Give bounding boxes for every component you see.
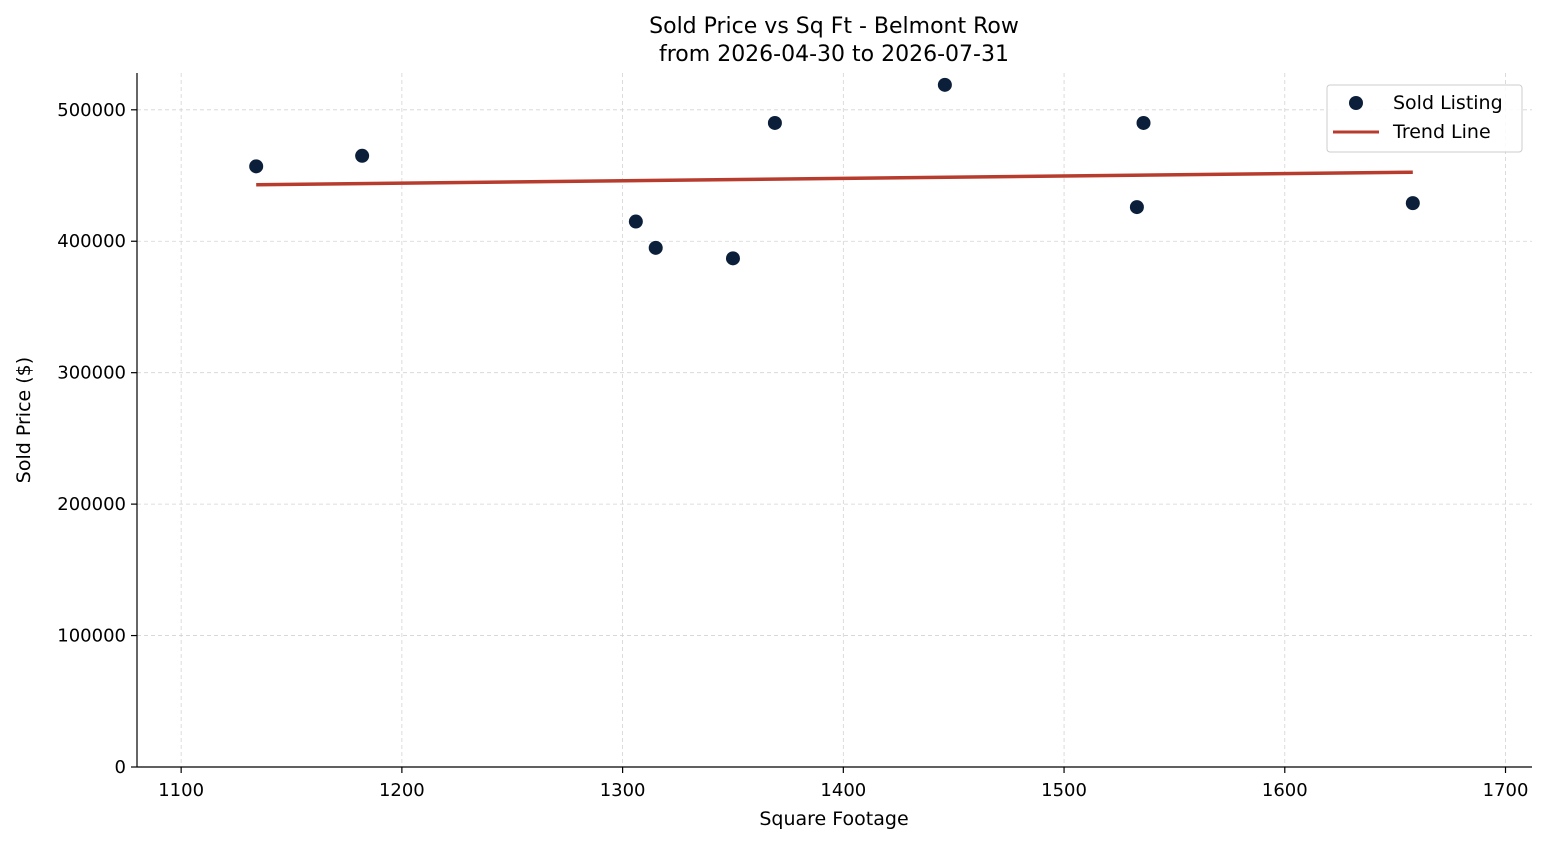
data-point — [725, 251, 740, 266]
chart-subtitle: from 2026-04-30 to 2026-07-31 — [659, 42, 1009, 67]
y-tick-label: 0 — [115, 757, 126, 778]
data-point — [355, 148, 370, 163]
trend-line-layer — [256, 170, 1413, 187]
y-tick-label: 300000 — [57, 363, 126, 384]
data-point — [1405, 196, 1420, 211]
x-tick-label: 1700 — [1483, 780, 1529, 801]
y-tick-label: 100000 — [57, 626, 126, 647]
legend: Sold Listing Trend Line — [1326, 84, 1523, 153]
data-point — [648, 240, 663, 255]
chart-title: Sold Price vs Sq Ft - Belmont Row — [649, 14, 1019, 39]
data-point — [767, 115, 782, 130]
trend-line — [256, 170, 1413, 187]
x-tick-label: 1400 — [820, 780, 866, 801]
y-axis-label: Sold Price ($) — [13, 357, 35, 483]
data-point — [1129, 200, 1144, 215]
y-tick-label: 200000 — [57, 494, 126, 515]
legend-label-sold-listing: Sold Listing — [1393, 92, 1503, 114]
data-point — [628, 214, 643, 229]
points-layer — [249, 77, 1420, 266]
data-point — [249, 159, 264, 174]
legend-label-trend-line: Trend Line — [1392, 121, 1491, 143]
x-ticks: 1100 1200 1300 1400 1500 1600 1700 — [158, 767, 1528, 801]
y-tick-label: 400000 — [57, 231, 126, 252]
x-tick-label: 1300 — [600, 780, 646, 801]
x-tick-label: 1500 — [1041, 780, 1087, 801]
y-tick-label: 500000 — [57, 100, 126, 121]
x-tick-label: 1600 — [1262, 780, 1308, 801]
x-axis-label: Square Footage — [759, 808, 908, 830]
y-ticks: 0 100000 200000 300000 400000 500000 — [57, 100, 137, 778]
legend-marker-sold-listing — [1349, 96, 1363, 110]
x-tick-label: 1100 — [158, 780, 204, 801]
legend-box — [1326, 84, 1523, 153]
x-tick-label: 1200 — [379, 780, 425, 801]
data-point — [1136, 115, 1151, 130]
data-point — [937, 77, 952, 92]
axes — [136, 73, 1532, 768]
